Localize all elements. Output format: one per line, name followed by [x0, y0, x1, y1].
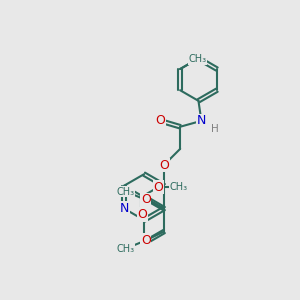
Text: O: O	[138, 208, 148, 221]
Text: O: O	[141, 193, 151, 206]
Text: O: O	[159, 158, 169, 172]
Text: CH₃: CH₃	[117, 244, 135, 254]
Text: CH₃: CH₃	[117, 187, 135, 196]
Text: N: N	[119, 202, 129, 215]
Text: CH₃: CH₃	[188, 54, 206, 64]
Text: O: O	[154, 181, 163, 194]
Text: O: O	[155, 114, 165, 127]
Text: O: O	[141, 234, 151, 247]
Text: H: H	[211, 124, 218, 134]
Text: CH₃: CH₃	[170, 182, 188, 192]
Text: N: N	[197, 114, 206, 127]
